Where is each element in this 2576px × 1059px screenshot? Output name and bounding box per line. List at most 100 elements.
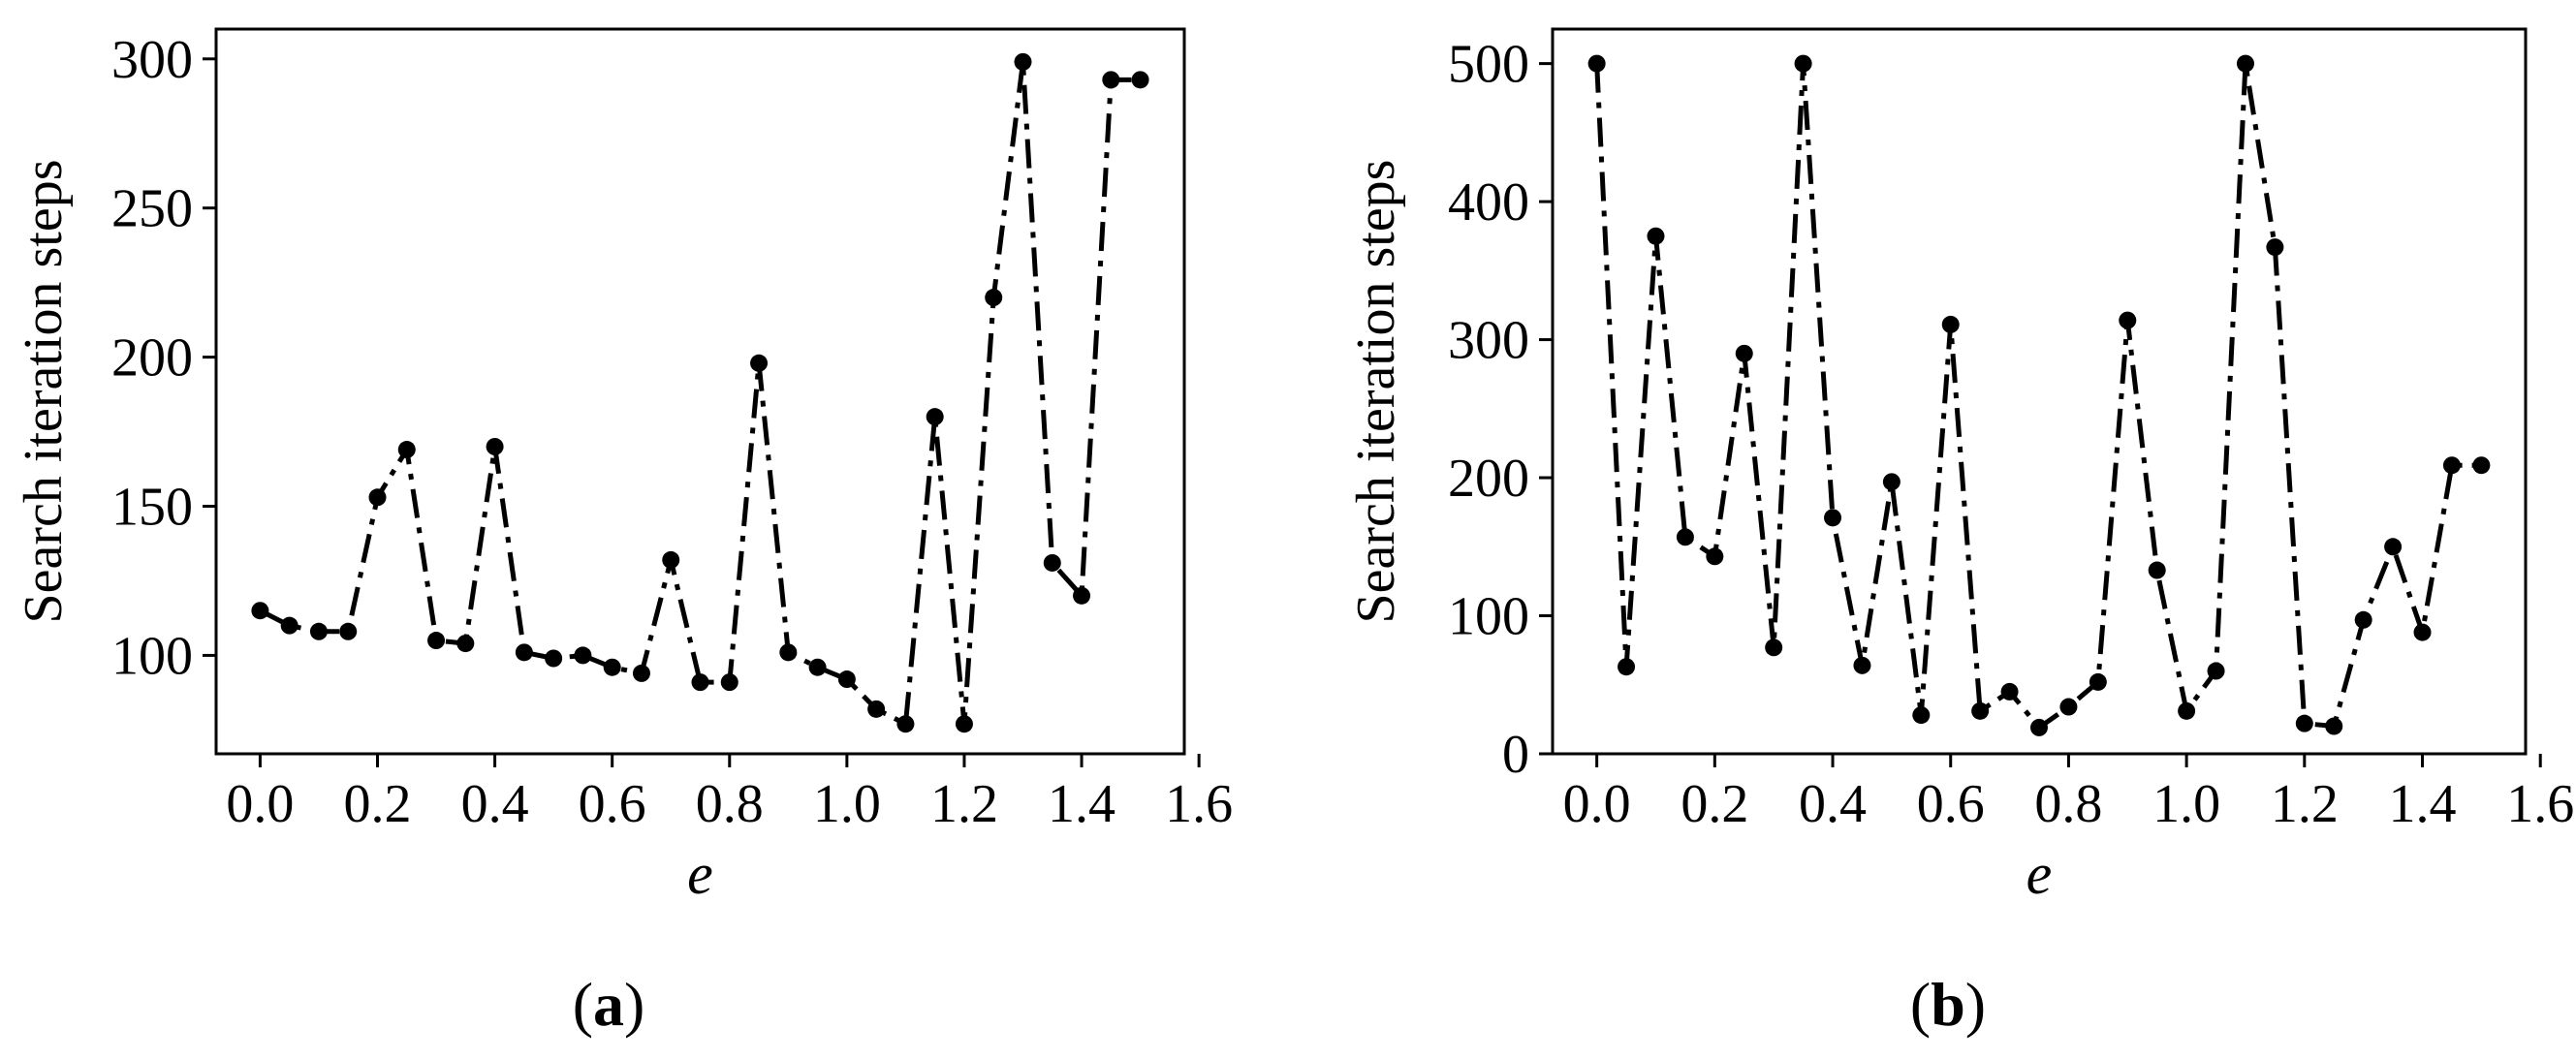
data-point	[867, 700, 886, 718]
data-point	[603, 658, 621, 676]
data-point	[339, 622, 358, 640]
y-axis-label: Search iteration steps	[14, 160, 74, 624]
data-point	[662, 550, 680, 569]
data-point	[1824, 509, 1842, 527]
data-point	[1618, 658, 1636, 676]
y-tick-label: 100	[1448, 587, 1529, 647]
x-tick-label: 1.2	[2271, 774, 2339, 834]
x-axis-label: e	[2026, 842, 2053, 906]
data-point	[1882, 473, 1901, 491]
data-point	[2207, 662, 2225, 680]
data-point	[985, 289, 1003, 307]
x-tick-label: 1.0	[813, 774, 881, 834]
data-point	[2442, 456, 2461, 475]
data-point	[1131, 71, 1149, 89]
data-point	[926, 408, 944, 426]
data-point	[2325, 717, 2343, 735]
data-point	[1676, 528, 1694, 546]
x-tick-label: 1.4	[1048, 774, 1115, 834]
data-point	[1794, 54, 1812, 73]
data-point	[2266, 238, 2284, 257]
x-tick-label: 0.6	[579, 774, 646, 834]
data-point	[2089, 672, 2107, 691]
data-point	[515, 643, 533, 662]
data-point	[896, 715, 915, 733]
y-tick-label: 200	[1448, 449, 1529, 509]
data-point	[2059, 698, 2078, 716]
data-point	[574, 646, 592, 665]
y-axis-label: Search iteration steps	[1346, 160, 1406, 624]
data-point	[1102, 71, 1120, 89]
x-axis-label: e	[687, 842, 713, 906]
panel-letter: b	[1931, 970, 1965, 1039]
x-tick-label: 0.8	[696, 774, 764, 834]
data-point	[1043, 553, 1061, 572]
data-point	[456, 635, 475, 653]
data-point	[2119, 311, 2137, 329]
y-tick-label: 250	[111, 179, 193, 239]
data-point	[251, 602, 269, 620]
data-point	[2030, 718, 2048, 736]
x-tick-label: 0.6	[1917, 774, 1985, 834]
chart-panel-a: 0.0 0.2 0.4 0.6 0.8 1.0 1.2 1.4 1.6 100 150 200 250 3…	[14, 27, 1233, 1039]
data-point	[1853, 656, 1871, 674]
data-point	[720, 673, 738, 692]
data-point	[368, 488, 387, 507]
data-point	[2413, 623, 2432, 641]
plot-frame	[214, 27, 1186, 756]
data-point	[545, 649, 563, 668]
data-point	[1971, 701, 1990, 720]
x-tick-label: 1.6	[1165, 774, 1233, 834]
data-point	[779, 643, 798, 662]
x-tick-label: 0.2	[1681, 774, 1748, 834]
x-tick-label: 1.2	[930, 774, 998, 834]
data-point	[1912, 706, 1931, 725]
data-point	[2354, 610, 2372, 629]
data-point	[2384, 538, 2403, 556]
x-tick-label: 0.0	[226, 774, 294, 834]
y-tick-label: 0	[1502, 725, 1529, 785]
y-tick-label: 150	[111, 478, 193, 538]
y-tick-label: 300	[111, 30, 193, 90]
x-tick-label: 0.4	[461, 774, 529, 834]
series-line	[259, 59, 1141, 727]
y-tick-label: 300	[1448, 311, 1529, 371]
data-point	[2000, 682, 2019, 701]
data-point	[808, 658, 827, 676]
data-point	[837, 670, 856, 689]
data-point	[955, 715, 973, 733]
data-point	[632, 664, 650, 682]
data-point	[486, 437, 504, 455]
data-point	[1647, 227, 1665, 245]
plot-frame	[1551, 27, 2528, 756]
panel-label: (a)	[573, 970, 645, 1039]
x-tick-label: 0.2	[344, 774, 412, 834]
chart-panel-b: 0.0 0.2 0.4 0.6 0.8 1.0 1.2 1.4 1.6 0 100 200 300 400…	[1346, 27, 2574, 1039]
data-point	[309, 622, 328, 640]
data-point	[397, 441, 416, 459]
series-line	[1594, 61, 2482, 731]
y-tick-label: 500	[1448, 35, 1529, 95]
data-point	[2148, 561, 2166, 579]
x-tick-label: 0.4	[1799, 774, 1867, 834]
x-tick-label: 1.4	[2389, 774, 2457, 834]
data-point	[2472, 456, 2491, 475]
data-point	[280, 616, 298, 635]
y-tick-label: 100	[111, 626, 193, 686]
data-point	[691, 673, 709, 692]
data-point	[427, 632, 446, 650]
data-point	[2295, 714, 2313, 732]
data-point	[1014, 52, 1032, 71]
x-tick-label: 0.0	[1563, 774, 1631, 834]
data-point	[750, 354, 769, 372]
panel-label: (b)	[1910, 970, 1986, 1039]
data-point	[1587, 54, 1606, 73]
x-tick-label: 0.8	[2034, 774, 2102, 834]
data-point	[2178, 701, 2196, 720]
y-tick-label: 200	[111, 328, 193, 389]
panel-letter: a	[593, 970, 624, 1039]
y-tick-label: 400	[1448, 172, 1529, 233]
data-point	[1073, 586, 1091, 605]
data-point	[1941, 315, 1960, 333]
